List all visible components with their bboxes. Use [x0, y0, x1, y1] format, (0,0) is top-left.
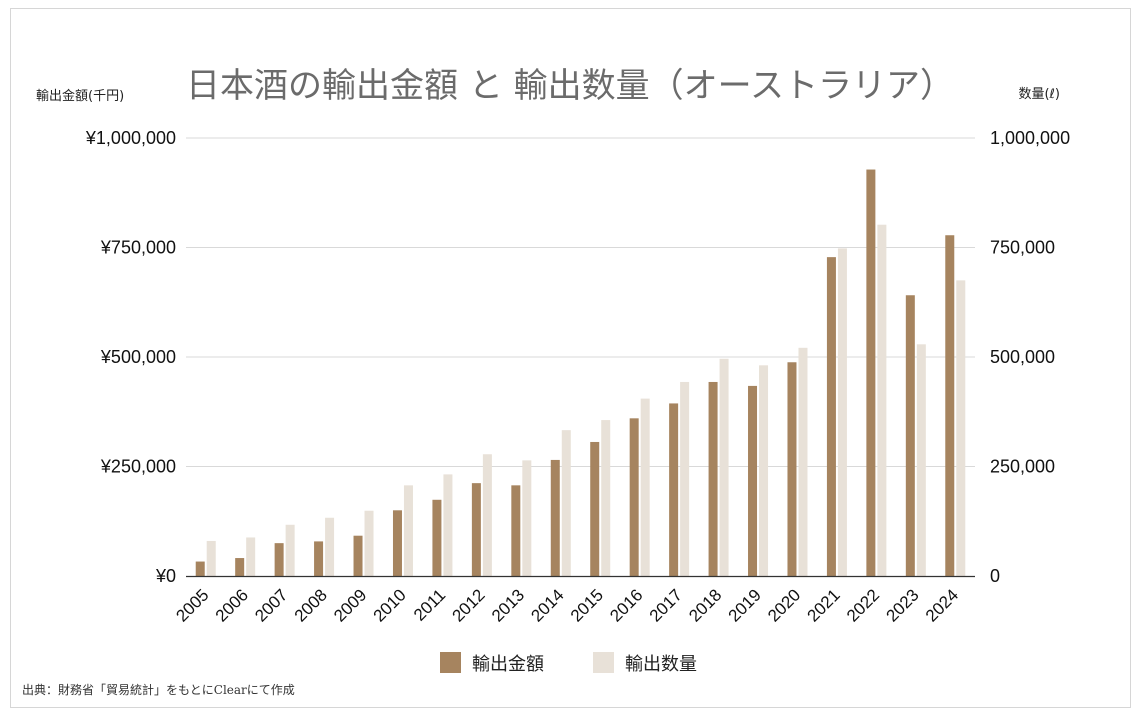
bar-export-value: [195, 561, 205, 576]
bar-export-volume: [680, 381, 690, 576]
left-tick-label: ¥750,000: [100, 238, 176, 258]
bar-export-value: [787, 362, 797, 576]
bar-export-volume: [956, 280, 966, 576]
x-tick-label: 2018: [685, 585, 725, 625]
bar-export-value: [708, 381, 718, 576]
right-tick-label: 250,000: [990, 457, 1055, 477]
x-tick-label: 2010: [370, 585, 410, 625]
bar-export-volume: [877, 224, 887, 576]
x-tick-label: 2008: [291, 585, 331, 625]
chart-frame: [10, 8, 1131, 708]
bar-export-value: [826, 257, 836, 576]
bar-export-value: [353, 535, 363, 576]
legend: 輸出金額 輸出数量: [440, 652, 697, 675]
legend-swatch-export-volume: [593, 652, 614, 673]
bar-export-value: [471, 483, 481, 576]
x-tick-label: 2006: [212, 585, 252, 625]
x-tick-label: 2024: [922, 585, 962, 625]
bar-export-volume: [364, 510, 374, 576]
x-tick-label: 2021: [804, 585, 844, 625]
bar-export-value: [314, 541, 324, 576]
bar-export-volume: [561, 430, 571, 576]
left-axis-title: 輸出金額(千円): [36, 88, 124, 104]
right-tick-label: 0: [990, 566, 1000, 586]
x-tick-label: 2020: [764, 585, 804, 625]
bar-export-volume: [206, 540, 216, 576]
bar-export-value: [866, 169, 876, 576]
x-tick-label: 2015: [567, 585, 607, 625]
right-tick-label: 500,000: [990, 347, 1055, 367]
bar-export-value: [945, 235, 955, 576]
bar-export-volume: [403, 485, 413, 576]
x-tick-label: 2014: [527, 585, 567, 625]
bar-export-volume: [759, 365, 769, 576]
x-tick-label: 2013: [488, 585, 528, 625]
x-tick-label: 2016: [606, 585, 646, 625]
right-axis-title: 数量(ℓ): [1018, 87, 1060, 102]
bar-export-volume: [719, 358, 729, 576]
bar-export-value: [590, 441, 600, 576]
bar-export-value: [748, 385, 758, 576]
bar-export-volume: [443, 474, 453, 576]
x-axis-ticks: 2005 2006 2007 2008 2009 2010 2011 2012 2013 2014…: [172, 585, 962, 625]
x-tick-label: 2009: [330, 585, 370, 625]
left-axis-ticks: ¥0 ¥250,000 ¥500,000 ¥750,000 ¥1,000,000: [85, 128, 176, 586]
bar-export-value: [274, 543, 284, 576]
bar-export-value: [629, 418, 639, 576]
bars: [195, 169, 966, 576]
bar-export-volume: [482, 454, 492, 576]
bar-export-volume: [640, 398, 650, 576]
x-tick-label: 2007: [251, 585, 291, 625]
x-tick-label: 2019: [725, 585, 765, 625]
left-tick-label: ¥500,000: [100, 347, 176, 367]
x-tick-label: 2023: [882, 585, 922, 625]
legend-label-export-volume: 輸出数量: [625, 654, 697, 675]
left-tick-label: ¥0: [155, 566, 176, 586]
bar-export-value: [235, 558, 245, 576]
gridlines: [186, 137, 975, 467]
right-axis-ticks: 0 250,000 500,000 750,000 1,000,000: [990, 128, 1070, 586]
bar-export-volume: [798, 347, 808, 576]
bar-export-value: [432, 499, 442, 576]
right-tick-label: 750,000: [990, 238, 1055, 258]
source-note: 出典：財務省「貿易統計」をもとにClearにて作成: [22, 682, 295, 697]
left-tick-label: ¥1,000,000: [85, 128, 176, 148]
bar-export-volume: [285, 524, 295, 576]
x-tick-label: 2022: [843, 585, 883, 625]
bar-export-volume: [325, 517, 335, 576]
bar-export-volume: [522, 460, 532, 576]
bar-export-volume: [246, 537, 256, 576]
bar-export-value: [905, 295, 915, 576]
right-tick-label: 1,000,000: [990, 128, 1070, 148]
bar-export-value: [669, 403, 679, 576]
bar-export-value: [550, 459, 560, 576]
bar-export-value: [511, 485, 521, 576]
x-tick-label: 2005: [172, 585, 212, 625]
x-tick-label: 2011: [410, 585, 449, 624]
chart-title: 日本酒の輸出金額 と 輸出数量（オーストラリア）: [186, 66, 954, 106]
bar-export-volume: [601, 420, 611, 576]
bar-export-volume: [916, 344, 926, 576]
x-tick-label: 2012: [449, 585, 489, 625]
x-tick-label: 2017: [646, 585, 686, 625]
legend-label-export-value: 輸出金額: [472, 654, 544, 675]
bar-export-volume: [837, 248, 847, 576]
bar-export-value: [392, 510, 402, 576]
left-tick-label: ¥250,000: [100, 457, 176, 477]
legend-swatch-export-value: [440, 652, 461, 673]
